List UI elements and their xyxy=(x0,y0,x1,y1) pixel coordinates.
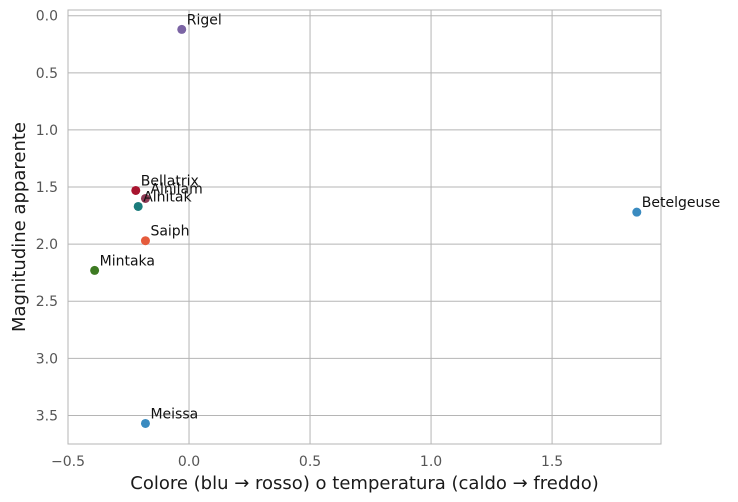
point-label: Meissa xyxy=(150,406,198,422)
data-point xyxy=(140,418,150,428)
data-point xyxy=(140,236,150,246)
x-tick-label: 0.0 xyxy=(178,454,200,470)
point-label: Rigel xyxy=(187,12,222,28)
x-tick-label: 1.0 xyxy=(420,454,442,470)
y-tick-label: 1.5 xyxy=(36,180,58,196)
point-label: Saiph xyxy=(150,224,189,240)
y-tick-label: 2.5 xyxy=(36,294,58,310)
point-label: Betelgeuse xyxy=(642,195,721,211)
data-point xyxy=(140,193,150,203)
x-tick-label: 1.5 xyxy=(541,454,563,470)
y-axis-title: Magnitudine apparente xyxy=(9,122,30,332)
data-point xyxy=(133,201,143,211)
data-point xyxy=(90,265,100,275)
y-tick-label: 2.0 xyxy=(36,237,58,253)
y-tick-label: 3.5 xyxy=(36,408,58,424)
point-label: Bellatrix xyxy=(141,173,199,189)
grid-lines xyxy=(67,10,661,444)
x-tick-label: −0.5 xyxy=(51,454,85,470)
y-tick-label: 3.0 xyxy=(36,351,58,367)
x-tick-label: 0.5 xyxy=(299,454,321,470)
data-points xyxy=(90,24,642,428)
point-label: Mintaka xyxy=(100,253,155,269)
y-tick-label: 0.0 xyxy=(36,9,58,25)
x-tick-labels: −0.5 0.0 0.5 1.0 1.5 xyxy=(51,454,563,470)
y-tick-labels: 0.0 0.5 1.0 1.5 2.0 2.5 3.0 3.5 xyxy=(36,9,58,425)
data-point xyxy=(177,24,187,34)
y-tick-label: 1.0 xyxy=(36,123,58,139)
y-tick-label: 0.5 xyxy=(36,66,58,82)
x-axis-title: Colore (blu → rosso) o temperatura (cald… xyxy=(130,473,598,494)
point-label: Alnilam xyxy=(150,181,202,197)
data-point xyxy=(131,185,141,195)
plot-frame xyxy=(67,9,662,445)
point-label: Alnitak xyxy=(143,189,192,205)
data-point xyxy=(632,207,642,217)
